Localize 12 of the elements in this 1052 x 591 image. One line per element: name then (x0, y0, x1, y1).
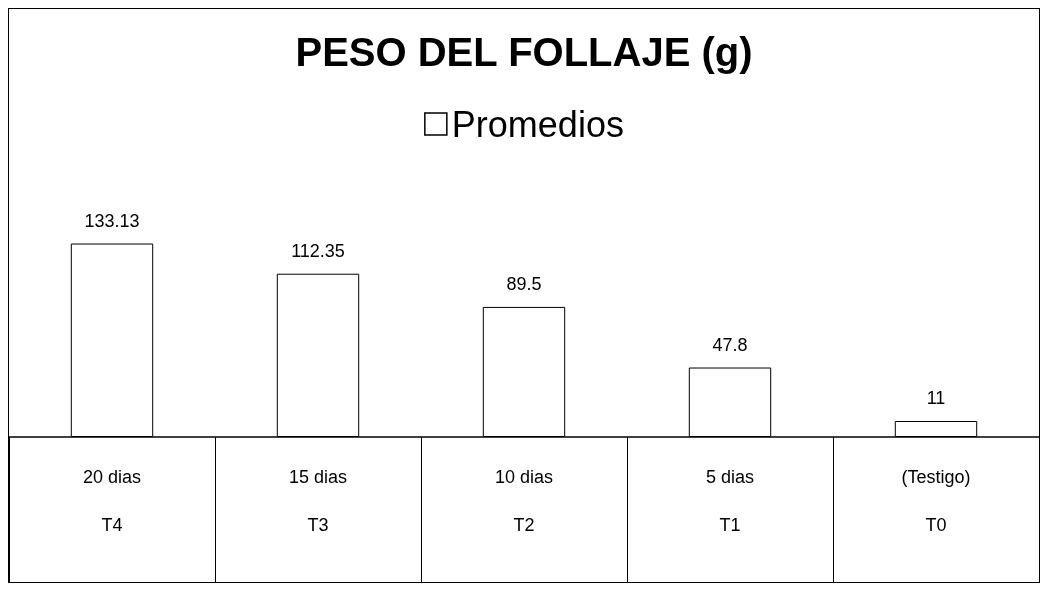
legend-label: Promedios (451, 103, 624, 145)
category-label: (Testigo) T0 (901, 467, 971, 535)
category-label: 20 dias T4 (82, 467, 142, 535)
category-label: 10 dias T2 (494, 467, 554, 535)
data-label: 89.5 (506, 273, 542, 294)
data-label: 47.8 (712, 334, 748, 355)
data-label: 112.35 (291, 240, 345, 261)
chart-title: PESO DEL FOLLAJE (g) (295, 30, 753, 74)
data-label: 11 (926, 388, 946, 409)
category-label: 5 dias T1 (705, 467, 755, 535)
data-label: 133.13 (84, 210, 140, 231)
category-label: 15 dias T3 (288, 467, 348, 535)
